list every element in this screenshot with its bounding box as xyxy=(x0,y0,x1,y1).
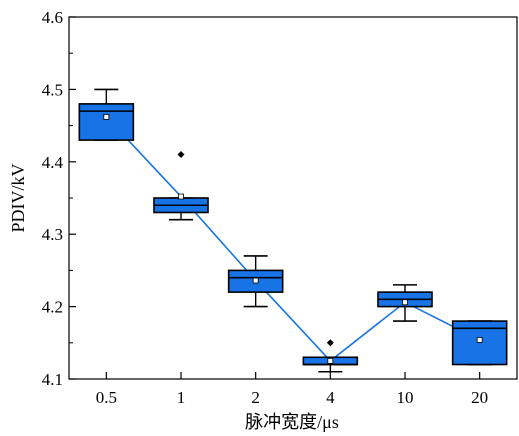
mean-marker xyxy=(103,114,110,120)
box-4 xyxy=(302,339,359,373)
mean-marker xyxy=(402,299,408,306)
mean-line xyxy=(105,116,481,362)
y-tick-label: 4.6 xyxy=(42,8,63,27)
box-1 xyxy=(153,151,209,221)
x-tick-label: 10 xyxy=(397,388,414,407)
x-axis-title: 脉冲宽度/μs xyxy=(245,412,339,432)
box-body xyxy=(78,103,135,141)
y-tick-label: 4.1 xyxy=(42,370,63,389)
mean-marker xyxy=(252,277,259,284)
outlier-marker xyxy=(177,151,185,159)
box-20 xyxy=(451,320,508,366)
x-tick-label: 4 xyxy=(326,388,335,407)
box-2 xyxy=(227,255,284,308)
y-tick-label: 4.3 xyxy=(42,225,63,244)
x-tick-label: 20 xyxy=(471,388,488,407)
x-tick-label: 0.5 xyxy=(96,388,117,407)
y-tick-label: 4.5 xyxy=(42,80,63,99)
x-tick-label: 1 xyxy=(177,388,186,407)
x-tick-label: 2 xyxy=(251,388,260,407)
y-axis-title: PDIV/kV xyxy=(8,163,28,232)
y-tick-label: 4.4 xyxy=(42,153,64,172)
mean-marker xyxy=(327,357,334,364)
box-10 xyxy=(377,284,433,322)
box-0.5 xyxy=(78,88,135,141)
marks-group xyxy=(78,88,508,373)
y-tick-label: 4.2 xyxy=(42,298,63,317)
mean-marker xyxy=(178,193,184,200)
mean-marker xyxy=(476,337,483,343)
ticks-group: 4.1 4.2 4.3 4.4 4.5 4.6 0.5 1 2 4 10 20 xyxy=(42,8,488,407)
outlier-marker xyxy=(326,339,334,347)
